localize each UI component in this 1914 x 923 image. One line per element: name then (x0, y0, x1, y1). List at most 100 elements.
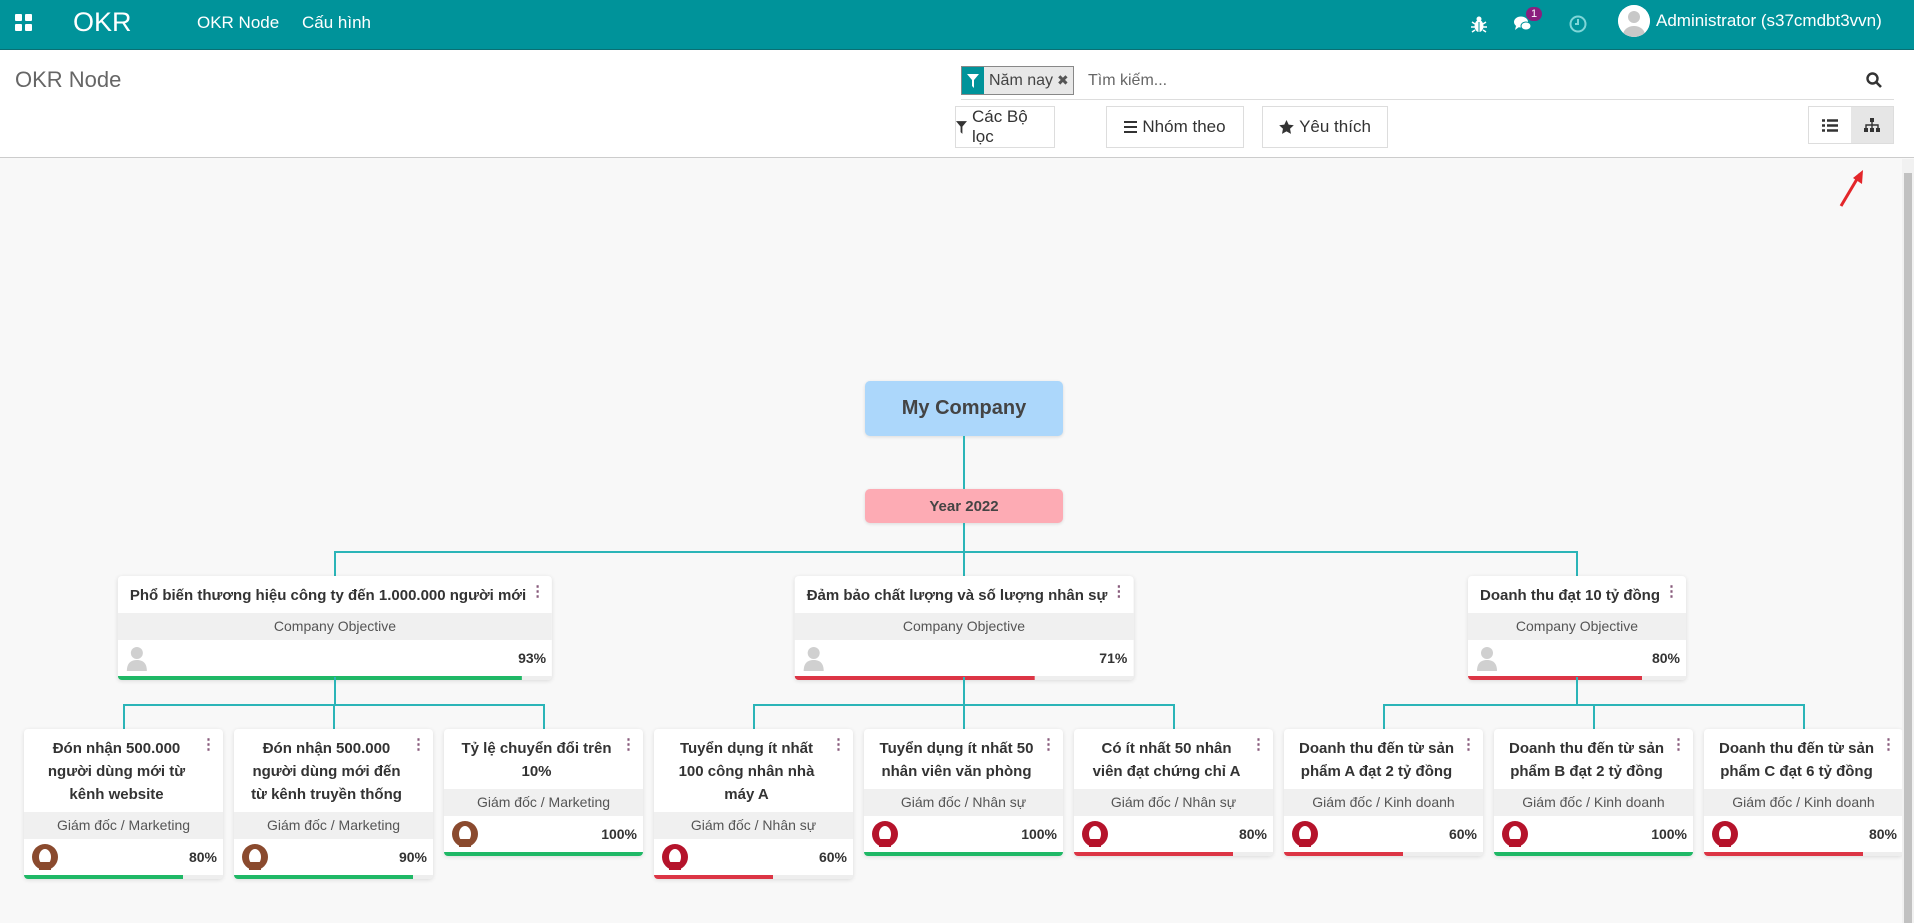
progress-percent: 100% (1651, 826, 1687, 842)
key-result-card[interactable]: Tuyển dụng ít nhất 100 công nhân nhà máy… (654, 729, 853, 879)
key-result-card[interactable]: Doanh thu đến từ sản phẩm A đạt 2 tỷ đồn… (1284, 729, 1483, 856)
progress-percent: 80% (1651, 650, 1680, 666)
connector-line (963, 551, 965, 576)
bug-icon[interactable] (1470, 12, 1488, 36)
card-title: Đón nhận 500.000 người dùng mới từ kênh … (47, 740, 186, 803)
search-input[interactable] (1088, 68, 1828, 94)
search-icon[interactable] (1866, 72, 1882, 93)
list-view-button[interactable] (1809, 107, 1851, 143)
card-subtitle: Giám đốc / Kinh doanh (1494, 789, 1693, 816)
progress-bar-fill (794, 676, 1036, 680)
card-subtitle: Giám đốc / Marketing (24, 812, 223, 839)
kebab-menu-icon[interactable]: ⋮ (1111, 583, 1127, 600)
progress-percent: 100% (601, 826, 637, 842)
kebab-menu-icon[interactable]: ⋮ (1461, 736, 1476, 753)
key-result-card[interactable]: Tuyển dụng ít nhất 50 nhân viên văn phòn… (864, 729, 1063, 856)
search-facet[interactable]: Năm nay ✖ (961, 66, 1074, 95)
progress-bar-fill (1074, 852, 1234, 856)
group-by-label: Nhóm theo (1142, 117, 1226, 136)
favorites-button[interactable]: Yêu thích (1262, 106, 1388, 148)
objective-card[interactable]: Đảm bảo chất lượng và số lượng nhân sự ⋮… (794, 576, 1134, 680)
key-result-card[interactable]: Doanh thu đến từ sản phẩm C đạt 6 tỷ đồn… (1704, 729, 1903, 856)
clock-icon[interactable] (1568, 12, 1588, 36)
progress-bar-fill (234, 875, 414, 879)
connector-line (1803, 704, 1805, 729)
group-by-button[interactable]: Nhóm theo (1106, 106, 1244, 148)
card-title: Đảm bảo chất lượng và số lượng nhân sự (806, 587, 1108, 604)
card-title: Doanh thu đến từ sản phẩm C đạt 6 tỷ đồn… (1718, 740, 1875, 780)
sitemap-icon (1864, 118, 1880, 132)
hierarchy-view-button[interactable] (1851, 107, 1893, 143)
company-node[interactable]: My Company (865, 381, 1063, 436)
star-icon (1279, 120, 1294, 134)
progress-bar (444, 852, 643, 856)
control-panel: OKR Node Năm nay ✖ Các Bộ lọc Nhóm theo … (0, 50, 1914, 158)
assignee-avatar (32, 844, 58, 870)
progress-percent: 71% (1099, 650, 1128, 666)
year-node[interactable]: Year 2022 (865, 489, 1063, 523)
filter-icon (956, 120, 967, 134)
progress-percent: 90% (398, 849, 427, 865)
progress-bar (234, 875, 433, 879)
connector-line (543, 704, 545, 729)
connector-line (1576, 551, 1578, 576)
filters-button[interactable]: Các Bộ lọc (955, 106, 1055, 148)
kebab-menu-icon[interactable]: ⋮ (1881, 736, 1896, 753)
progress-bar-fill (1468, 676, 1643, 680)
kebab-menu-icon[interactable]: ⋮ (1041, 736, 1056, 753)
user-avatar (1618, 5, 1650, 37)
kebab-menu-icon[interactable]: ⋮ (621, 736, 636, 753)
scrollbar-thumb[interactable] (1904, 173, 1912, 923)
placeholder-avatar-icon (1476, 645, 1502, 671)
assignee-avatar (1082, 821, 1108, 847)
connector-line (334, 551, 1578, 553)
kebab-menu-icon[interactable]: ⋮ (530, 583, 546, 600)
chat-badge: 1 (1526, 7, 1543, 21)
progress-percent: 80% (1868, 826, 1897, 842)
list-icon (1822, 118, 1838, 132)
kebab-menu-icon[interactable]: ⋮ (1251, 736, 1266, 753)
kebab-menu-icon[interactable]: ⋮ (411, 736, 426, 753)
connector-line (333, 704, 335, 729)
progress-bar-fill (1494, 852, 1693, 856)
facet-label: Năm nay (989, 71, 1054, 89)
progress-bar-fill (24, 875, 184, 879)
progress-bar (654, 875, 853, 879)
kebab-menu-icon[interactable]: ⋮ (831, 736, 846, 753)
progress-bar (1494, 852, 1693, 856)
key-result-card[interactable]: Đón nhận 500.000 người dùng mới đến từ k… (234, 729, 433, 879)
kebab-menu-icon[interactable]: ⋮ (201, 736, 216, 753)
objective-card[interactable]: Phổ biến thương hiệu công ty đến 1.000.0… (117, 576, 553, 680)
menu-configuration[interactable]: Cấu hình (302, 13, 371, 32)
key-result-card[interactable]: Doanh thu đến từ sản phẩm B đạt 2 tỷ đồn… (1494, 729, 1693, 856)
chat-icon[interactable]: 1 (1512, 7, 1543, 36)
assignee-avatar (1502, 821, 1528, 847)
objective-card[interactable]: Doanh thu đạt 10 tỷ đồng ⋮ Company Objec… (1468, 576, 1686, 680)
user-menu[interactable]: Administrator (s37cmdbt3vvn) (1618, 5, 1882, 37)
key-result-card[interactable]: Tỷ lệ chuyển đổi trên 10% ⋮ Giám đốc / M… (444, 729, 643, 856)
menu-okr-node[interactable]: OKR Node (197, 13, 280, 32)
card-title: Tỷ lệ chuyển đổi trên 10% (461, 740, 612, 780)
remove-facet-icon[interactable]: ✖ (1057, 72, 1069, 88)
placeholder-avatar-icon (126, 645, 152, 671)
card-title: Phổ biến thương hiệu công ty đến 1.000.0… (129, 587, 527, 604)
assignee-avatar (1292, 821, 1318, 847)
progress-bar-fill (1704, 852, 1864, 856)
connector-line (1593, 704, 1595, 729)
annotation-arrow-icon (1839, 170, 1863, 207)
card-subtitle: Company Objective (794, 613, 1134, 640)
progress-percent: 60% (1448, 826, 1477, 842)
user-name: Administrator (s37cmdbt3vvn) (1656, 11, 1882, 30)
apps-grid-icon[interactable] (15, 14, 32, 31)
kebab-menu-icon[interactable]: ⋮ (1664, 583, 1679, 600)
key-result-card[interactable]: Có ít nhất 50 nhân viên đạt chứng chỉ A … (1074, 729, 1273, 856)
card-subtitle: Giám đốc / Kinh doanh (1704, 789, 1903, 816)
key-result-card[interactable]: Đón nhận 500.000 người dùng mới từ kênh … (24, 729, 223, 879)
card-subtitle: Giám đốc / Nhân sự (654, 812, 853, 839)
assignee-avatar (452, 821, 478, 847)
progress-percent: 100% (1021, 826, 1057, 842)
kebab-menu-icon[interactable]: ⋮ (1671, 736, 1686, 753)
vertical-scrollbar[interactable] (1902, 159, 1914, 923)
filters-label: Các Bộ lọc (971, 107, 1028, 146)
card-subtitle: Company Objective (117, 613, 553, 640)
